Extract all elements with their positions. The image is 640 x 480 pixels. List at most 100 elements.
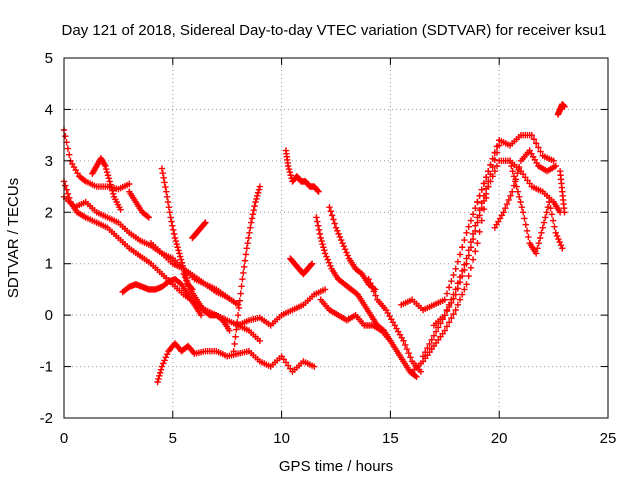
y-tick-label: 0: [45, 307, 53, 324]
data-point: [469, 211, 477, 218]
data-point: [320, 244, 327, 251]
data-point: [485, 183, 492, 190]
data-point: [245, 234, 252, 242]
data-point: [387, 337, 394, 345]
data-point: [328, 212, 336, 219]
data-point: [365, 275, 372, 283]
data-point: [256, 337, 264, 345]
data-point: [343, 249, 350, 256]
data-point: [443, 323, 451, 330]
data-point: [472, 204, 479, 212]
data-point: [313, 214, 320, 221]
data-point: [64, 190, 72, 197]
data-point: [185, 283, 193, 290]
data-point: [532, 250, 540, 257]
data-point: [454, 285, 462, 292]
data-point: [314, 218, 321, 225]
data-point: [430, 332, 438, 339]
data-point: [109, 187, 116, 194]
data-point: [465, 252, 472, 259]
data-point: [251, 202, 258, 210]
x-tick-label: 25: [600, 430, 617, 447]
data-point: [441, 311, 448, 319]
data-point: [168, 218, 175, 225]
data-point: [516, 193, 523, 201]
data-point: [253, 195, 260, 203]
data-point: [493, 143, 501, 150]
data-point: [233, 326, 240, 333]
data-point: [247, 219, 255, 226]
data-point: [465, 272, 472, 280]
data-point: [535, 239, 543, 247]
data-point: [512, 178, 519, 185]
data-point: [428, 336, 435, 344]
data-point: [370, 288, 378, 295]
data-point: [178, 259, 186, 266]
data-point: [167, 214, 174, 221]
data-point: [117, 206, 124, 213]
data-point: [335, 230, 342, 238]
series-track-11: [189, 219, 209, 242]
data-point: [478, 204, 485, 212]
data-point: [324, 256, 331, 263]
data-point: [465, 223, 472, 230]
data-point: [476, 228, 483, 236]
data-point: [542, 214, 549, 221]
axis-ticks: 0 5 10 15 20 25 -2 -1 0 1 2 3 4 5: [40, 50, 617, 447]
data-point: [419, 353, 427, 360]
data-point: [340, 243, 348, 250]
data-point: [162, 354, 170, 361]
data-point: [400, 337, 407, 345]
data-point: [559, 245, 566, 252]
data-point: [550, 157, 557, 165]
data-point: [174, 244, 181, 251]
data-point: [514, 188, 522, 195]
data-point: [332, 224, 340, 231]
data-point: [500, 209, 507, 216]
x-tick-label: 10: [273, 430, 290, 447]
data-point: [537, 148, 544, 155]
data-point: [334, 227, 341, 234]
series-track-13: [234, 286, 329, 329]
data-point: [254, 189, 262, 196]
data-point: [534, 245, 541, 252]
data-point: [487, 178, 494, 185]
data-point: [476, 192, 483, 200]
data-point: [445, 303, 453, 311]
data-point: [126, 180, 133, 188]
data-point: [482, 190, 490, 197]
data-point: [109, 190, 117, 197]
data-point: [252, 198, 259, 206]
x-tick-label: 15: [382, 430, 399, 447]
data-point: [461, 286, 468, 293]
data-point: [286, 168, 294, 176]
series-track-15: [287, 255, 316, 278]
data-point: [557, 242, 565, 249]
data-point: [493, 162, 501, 170]
y-tick-label: 1: [45, 256, 53, 273]
data-point: [552, 229, 559, 237]
data-point: [336, 233, 344, 241]
data-point: [234, 311, 242, 319]
series-track-22: [419, 142, 503, 360]
data-point: [326, 203, 333, 211]
data-point: [285, 165, 293, 173]
data-point: [536, 234, 544, 242]
data-point: [177, 256, 185, 263]
data-point: [160, 174, 167, 182]
data-point: [315, 188, 322, 195]
series-track-20: [398, 137, 503, 314]
data-point: [521, 215, 528, 222]
data-point: [81, 177, 88, 184]
data-point: [476, 212, 483, 219]
data-point: [315, 226, 323, 233]
data-point: [321, 286, 329, 293]
data-point: [546, 198, 553, 206]
data-point: [230, 347, 237, 355]
series-track-2: [60, 126, 133, 193]
data-point: [432, 328, 440, 335]
data-point: [170, 230, 178, 238]
data-point: [331, 220, 338, 227]
data-point: [317, 234, 324, 242]
data-point: [505, 196, 512, 204]
